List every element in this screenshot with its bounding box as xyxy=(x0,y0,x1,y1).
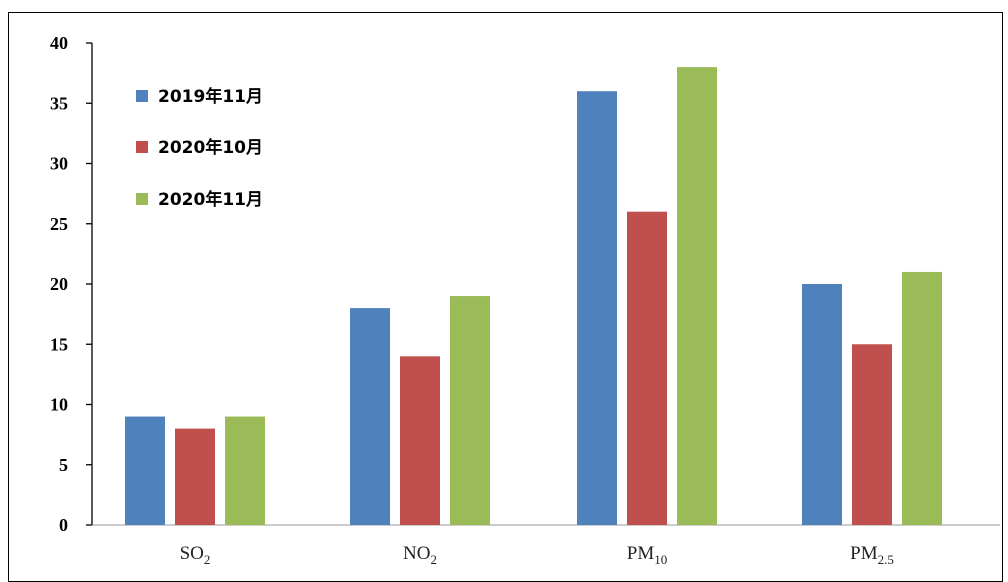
bar xyxy=(677,67,717,525)
bar xyxy=(802,284,842,525)
x-tick-label-subscript: 2.5 xyxy=(878,552,894,567)
y-tick-label: 40 xyxy=(50,33,68,53)
x-tick-labels: SO2 NO2 PM10 PM2.5 xyxy=(180,543,894,567)
legend-label: 2019年11月 xyxy=(158,86,263,107)
x-tick-label-base: PM xyxy=(627,543,655,564)
y-tick-label: 10 xyxy=(50,395,68,415)
x-tick-label-subscript: 10 xyxy=(654,552,667,567)
y-tick-label: 30 xyxy=(50,154,68,174)
x-tick-label: NO2 xyxy=(403,543,437,567)
legend-label: 2020年10月 xyxy=(158,137,263,158)
legend: 2019年11月 2020年10月 2020年11月 xyxy=(136,86,263,210)
bar xyxy=(450,296,490,525)
bar xyxy=(125,416,165,525)
bar xyxy=(350,308,390,525)
legend-label: 2020年11月 xyxy=(158,189,263,210)
bar xyxy=(902,271,942,525)
bar xyxy=(225,416,265,525)
x-tick-label: SO2 xyxy=(180,543,211,567)
x-tick-label-base: PM xyxy=(850,543,878,564)
x-tick-label: PM2.5 xyxy=(850,543,894,567)
bars xyxy=(125,67,942,525)
y-tick-label: 0 xyxy=(59,515,68,535)
legend-swatch xyxy=(136,90,148,102)
y-tick-label: 35 xyxy=(50,93,68,113)
y-tick-label: 15 xyxy=(50,334,68,354)
x-tick-label: PM10 xyxy=(627,543,667,567)
y-tick-label: 20 xyxy=(50,274,68,294)
bar xyxy=(852,344,892,525)
legend-swatch xyxy=(136,193,148,205)
bar xyxy=(175,428,215,525)
y-tick-label: 5 xyxy=(59,455,68,475)
bar xyxy=(400,356,440,525)
legend-swatch xyxy=(136,141,148,153)
bar xyxy=(627,211,667,525)
x-tick-label-base: SO xyxy=(180,543,204,564)
y-tick-label: 25 xyxy=(50,214,68,234)
bar xyxy=(577,91,617,525)
x-tick-label-base: NO xyxy=(403,543,430,564)
x-tick-label-subscript: 2 xyxy=(430,552,437,567)
x-tick-label-subscript: 2 xyxy=(204,552,211,567)
